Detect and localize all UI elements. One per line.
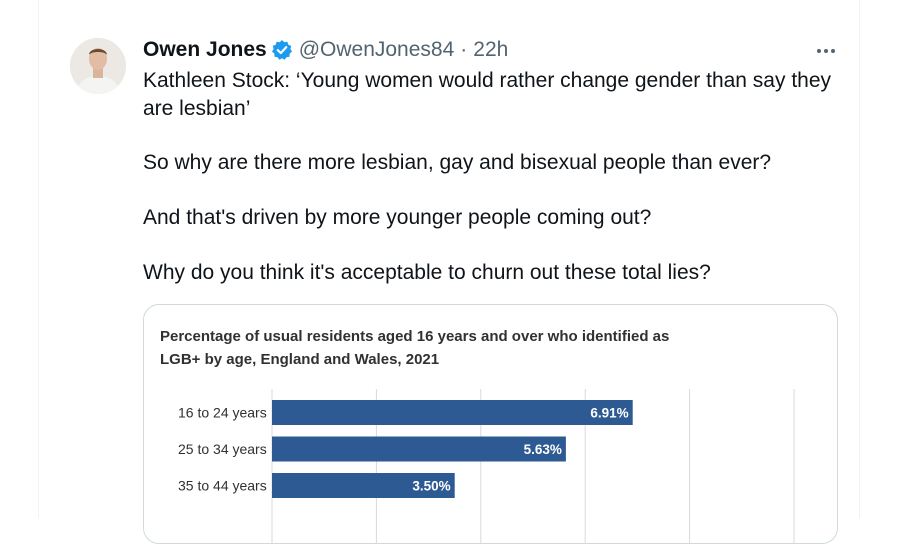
avatar[interactable] (70, 38, 126, 94)
author-handle[interactable]: @OwenJones84 (298, 38, 455, 61)
verified-badge-icon (271, 39, 293, 61)
data-label: 6.91% (590, 406, 628, 421)
chart-title-line: LGB+ by age, England and Wales, 2021 (160, 351, 440, 368)
separator-dot: · (460, 38, 468, 61)
tweet-text-line: So why are there more lesbian, gay and b… (143, 151, 772, 174)
bar (272, 400, 633, 425)
tweet-text-line: And that's driven by more younger people… (143, 206, 652, 229)
author-name[interactable]: Owen Jones (143, 38, 267, 61)
category-label: 25 to 34 years (178, 441, 267, 457)
tweet-timestamp[interactable]: 22h (473, 38, 509, 61)
chart-title: Percentage of usual residents aged 16 ye… (160, 325, 669, 371)
data-label: 3.50% (412, 479, 450, 494)
data-label: 5.63% (524, 442, 562, 457)
tweet-header: Owen Jones @OwenJones84 · 22h (143, 36, 508, 64)
tweet-text-line: are lesbian’ (143, 97, 251, 120)
bar-chart: 16 to 24 years 6.91% 25 to 34 years 5.63% 35… (178, 389, 795, 543)
tweet-text-line: Why do you think it's acceptable to chur… (143, 261, 711, 284)
category-label: 35 to 44 years (178, 478, 267, 494)
more-options-icon[interactable] (812, 40, 840, 62)
tweet-text-line: Kathleen Stock: ‘Young women would rathe… (143, 69, 832, 92)
chart-title-line: Percentage of usual residents aged 16 ye… (160, 328, 670, 345)
bar (272, 473, 455, 498)
bar (272, 436, 566, 462)
tweet-card[interactable] (38, 0, 860, 518)
chart-image-card[interactable]: Percentage of usual residents aged 16 ye… (143, 304, 838, 544)
category-label: 16 to 24 years (178, 405, 267, 421)
